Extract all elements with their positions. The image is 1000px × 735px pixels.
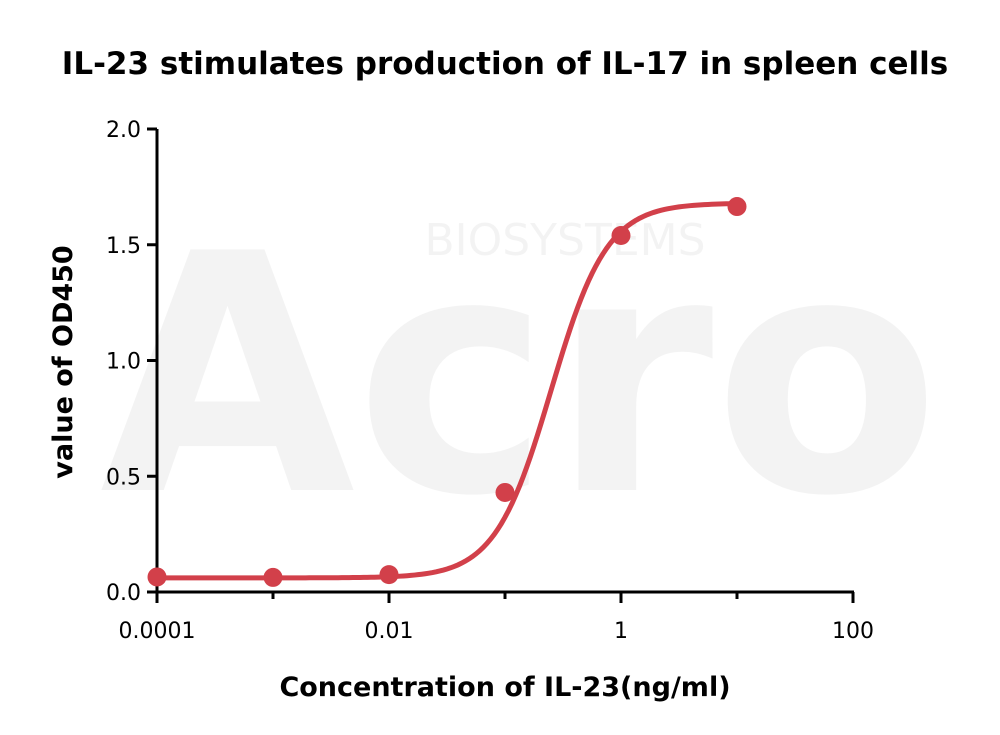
data-point [611, 225, 631, 245]
y-tick-label: 1.0 [106, 350, 141, 375]
x-axis-title: Concentration of IL-23(ng/ml) [279, 672, 730, 703]
y-tick-label: 0.5 [106, 465, 141, 490]
x-tick-label: 0.01 [365, 619, 414, 644]
y-tick-label: 1.5 [106, 234, 141, 259]
series-curve-0 [154, 201, 740, 581]
watermark-brand: Acro [100, 184, 940, 568]
data-point [495, 482, 515, 502]
y-axis-title: value of OD450 [48, 245, 79, 478]
chart-title: IL-23 stimulates production of IL-17 in … [62, 46, 948, 82]
data-point [263, 567, 283, 587]
ticks: 0.0 0.5 1.0 1.5 2.0 0.0001 0.01 1 100 [106, 118, 874, 644]
x-tick-label: 1 [614, 619, 628, 644]
x-tick-label: 0.0001 [119, 619, 196, 644]
watermark-sub: BIOSYSTEMS [424, 215, 705, 266]
data-point [727, 197, 747, 217]
data-point [379, 565, 399, 585]
y-tick-label: 2.0 [106, 118, 141, 143]
curve-layer [154, 201, 740, 581]
points [147, 197, 747, 587]
y-tick-label: 0.0 [106, 581, 141, 606]
watermark: BIOSYSTEMS Acro [100, 184, 940, 568]
x-tick-label: 100 [832, 619, 874, 644]
data-point [147, 567, 167, 587]
